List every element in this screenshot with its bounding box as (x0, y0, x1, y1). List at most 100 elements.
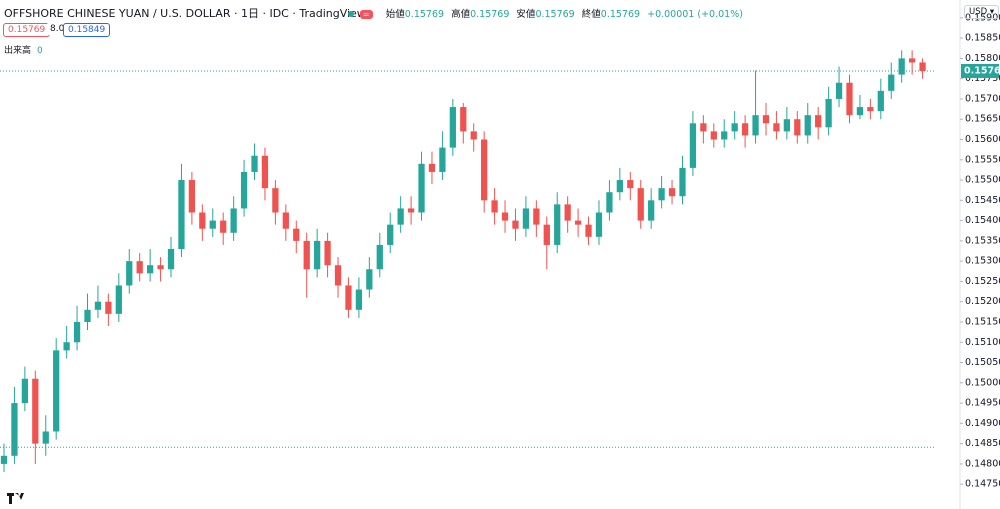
candle-body (627, 180, 634, 189)
spread: 8.0 (46, 23, 69, 35)
candle-body (376, 244, 383, 270)
candle-body (136, 261, 143, 274)
legend-label: 高値 (451, 9, 471, 20)
candle-body (783, 119, 790, 132)
candle-body (178, 180, 185, 249)
volume-value: 0 (37, 46, 43, 56)
candle-body (470, 131, 477, 140)
candle-body (126, 261, 133, 286)
candle-body (481, 139, 488, 201)
candle-body (585, 224, 592, 237)
candle-body (324, 240, 331, 266)
candle-body (115, 285, 122, 314)
candle-body (157, 265, 164, 270)
candle-body (73, 321, 81, 343)
volume-legend: 出来高 0 (4, 43, 43, 56)
candle-body (752, 115, 759, 136)
candle-body (293, 228, 300, 241)
last-price-label: 0.15769 (964, 65, 1000, 76)
candle-body (32, 378, 39, 444)
candle-body (501, 212, 509, 221)
candle-body (397, 208, 404, 225)
candle-body (794, 119, 801, 136)
status-dot (348, 11, 354, 17)
candle-body (220, 220, 227, 233)
candle-body (387, 224, 394, 245)
sell-price[interactable]: 0.15769 (3, 23, 51, 37)
candle-body (11, 403, 18, 456)
volume-label: 出来高 (4, 46, 32, 56)
candle-body (334, 265, 342, 286)
candle-body (355, 289, 363, 310)
candle-body (877, 90, 884, 112)
candle-body (42, 431, 49, 444)
candle-body (648, 200, 655, 221)
ohlc-legend: = 始値0.15769 高値0.15769 安値0.15769 終値0.1576… (348, 6, 747, 20)
candle-body (543, 224, 550, 245)
candle-body (314, 240, 321, 270)
candle-body (773, 123, 780, 132)
candle-body (595, 212, 603, 237)
candle-body (888, 74, 895, 91)
buy-price[interactable]: 0.15849 (63, 23, 111, 37)
currency-button[interactable]: USD ▾ (964, 5, 1000, 19)
candle-body (345, 285, 352, 310)
legend-value: 0.15769 (470, 9, 510, 20)
candle-body (606, 192, 613, 213)
candle-body (407, 208, 415, 213)
symbol-title: OFFSHORE CHINESE YUAN / U.S. DOLLAR · 1日… (4, 7, 366, 20)
currency: USD (969, 7, 988, 17)
candle-body (21, 378, 29, 404)
candle-body (721, 131, 728, 140)
candle-body (741, 123, 749, 136)
candle-body (846, 82, 853, 116)
candle-body (261, 155, 269, 189)
candle-body (188, 180, 196, 213)
candle-body (668, 188, 676, 197)
candle-body (84, 309, 91, 322)
candle-body (574, 220, 582, 225)
candle-body (209, 220, 216, 229)
candle-body (449, 107, 456, 148)
candle-body (762, 115, 770, 124)
candle-body (700, 123, 707, 132)
legend-value: 0.15769 (600, 9, 641, 20)
candle-body (53, 350, 60, 432)
legend-label: 終値 (581, 9, 601, 20)
status-badge: = (360, 10, 373, 19)
candle-body (439, 147, 446, 172)
candle-body (282, 212, 289, 229)
last-price-box (961, 63, 999, 78)
candle-body (908, 58, 916, 63)
candle-body (554, 204, 561, 245)
candle-body (564, 204, 571, 221)
candle-body (658, 188, 665, 201)
candle-body (898, 58, 905, 75)
candle-body (230, 208, 237, 233)
price-axis (960, 0, 1000, 509)
logo (7, 493, 24, 504)
legend-label: 始値 (385, 9, 405, 20)
candle-body (856, 107, 864, 116)
candle-body (731, 123, 738, 132)
candle-body (418, 163, 425, 213)
candle-body (919, 62, 926, 71)
